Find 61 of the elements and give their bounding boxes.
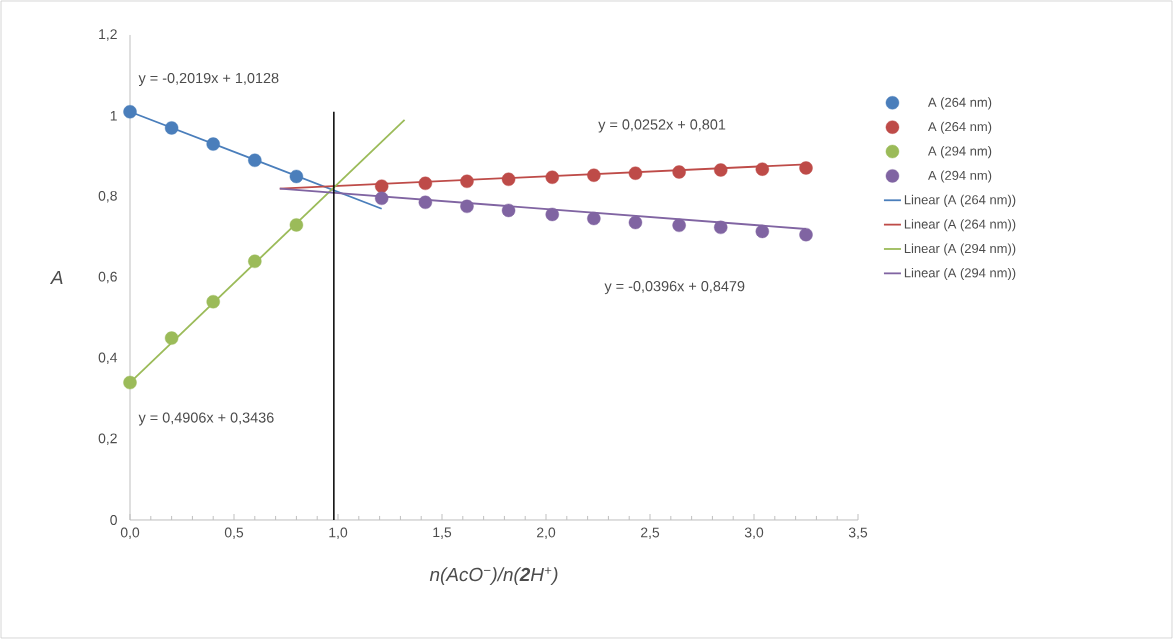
x-tick-label: 2,0 (537, 527, 556, 540)
point (289, 169, 304, 184)
point (628, 166, 643, 180)
legend-label: A (264 nm) (927, 121, 992, 134)
x-tick-label: 1,0 (329, 527, 348, 540)
y-tick-label: 1,2 (99, 29, 117, 41)
point (374, 179, 389, 193)
y-tick-label: 0,4 (98, 352, 118, 365)
x-axis-title: n(AcO$^{−}$)/n(2H$^{+}$) (429, 567, 558, 585)
x-tick-label: 3,0 (744, 527, 764, 540)
point (248, 153, 262, 167)
y-tick-label: 0,6 (98, 271, 117, 284)
point (545, 170, 559, 184)
point (418, 176, 433, 191)
point (206, 137, 220, 151)
legend-label: A (294 nm) (927, 170, 992, 183)
point (587, 168, 601, 182)
point (460, 174, 474, 188)
point (714, 163, 728, 177)
x-tick-label: 3,5 (848, 527, 868, 540)
annotation: y = -0,2019x + 1,0128 (138, 72, 279, 86)
point (714, 220, 728, 235)
y-tick-label: 0 (110, 515, 117, 525)
point (501, 172, 516, 186)
legend-label: A (294 nm) (927, 146, 992, 159)
point (501, 203, 516, 218)
legend-label: Linear (A (294 nm)) (904, 243, 1016, 256)
y-tick-label: 0,2 (98, 433, 117, 445)
x-tick-label: 0,0 (120, 527, 140, 540)
annotation: y = 0,0252x + 0,801 (598, 119, 726, 133)
x-tick-label: 1,5 (433, 527, 452, 539)
y-axis-title: A (49, 270, 63, 284)
point (374, 191, 389, 205)
y-tick-label: 0,8 (98, 190, 117, 203)
point (799, 227, 813, 242)
annotation: y = -0,0396x + 0,8479 (604, 281, 745, 295)
point (545, 207, 559, 222)
point (460, 199, 474, 214)
legend-label: Linear (A (294 nm)) (904, 267, 1016, 280)
point (587, 211, 601, 226)
point (799, 161, 813, 175)
point (206, 295, 220, 309)
point (755, 162, 770, 176)
point (289, 218, 304, 232)
legend-label: Linear (A (264 nm)) (904, 219, 1016, 232)
y-tick-label: 1 (110, 111, 117, 121)
x-tick-label: 2,5 (641, 527, 660, 540)
point (123, 105, 137, 119)
point (755, 224, 770, 239)
point (123, 375, 137, 390)
point (418, 195, 433, 210)
point (248, 254, 262, 269)
x-tick-label: 0,5 (224, 527, 244, 540)
point (672, 218, 686, 233)
legend-label: Linear (A (264 nm)) (904, 194, 1016, 207)
point (164, 121, 179, 135)
point (628, 215, 643, 230)
point (164, 331, 179, 345)
point (672, 165, 686, 179)
annotation: y = 0,4906x + 0,3436 (138, 412, 274, 426)
legend-label: A (264 nm) (927, 97, 992, 110)
